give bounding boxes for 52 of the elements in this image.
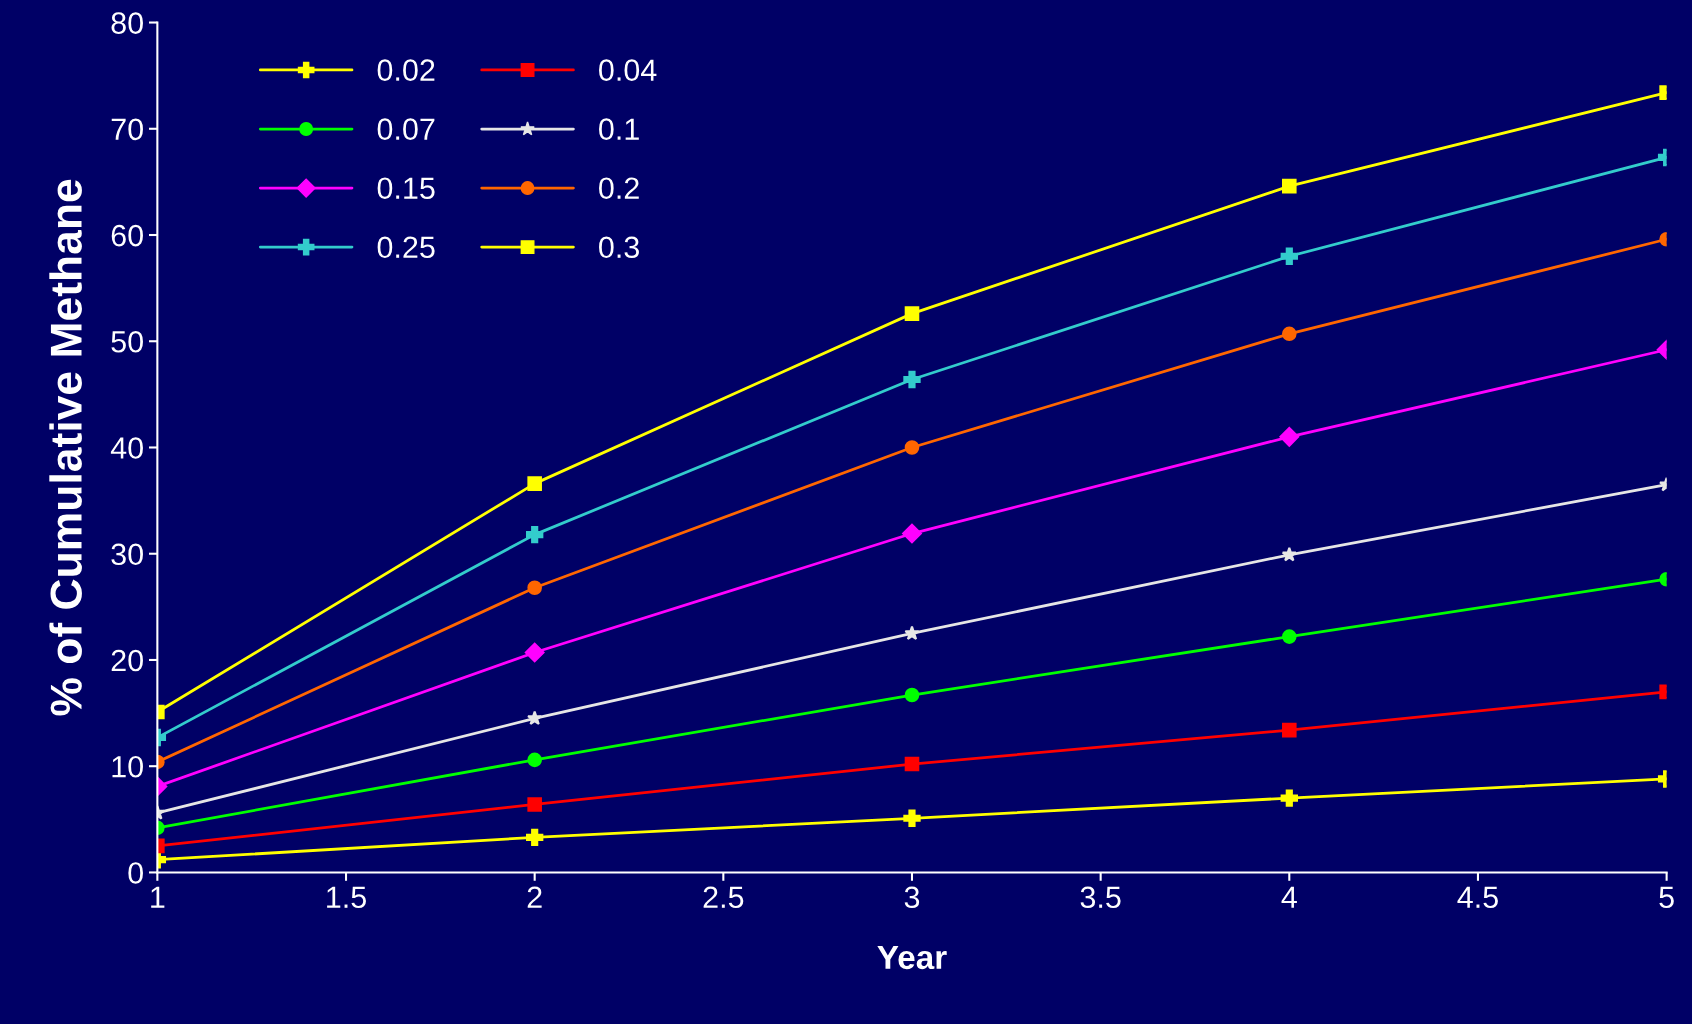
point (1279, 426, 1300, 447)
point (902, 523, 922, 544)
point (527, 476, 542, 491)
point (1280, 789, 1298, 807)
y-axis-title: % of Cumulative Methane (49, 179, 82, 716)
x-tick-label: 1.5 (327, 886, 366, 909)
point (525, 828, 544, 847)
point (525, 525, 544, 544)
y-tick-label: 60 (111, 224, 143, 247)
x-tick-label: 3 (904, 886, 920, 909)
x-tick-label: 4.5 (1457, 886, 1498, 909)
point (524, 642, 545, 663)
point (904, 306, 920, 321)
point (527, 710, 543, 726)
point (527, 797, 542, 812)
x-tick-label: 4 (1281, 886, 1297, 908)
y-tick-label: 0 (128, 862, 143, 884)
point (904, 625, 920, 641)
x-tick-label: 1 (151, 886, 165, 908)
x-tick-label: 2 (527, 886, 542, 908)
y-tick-label: 30 (111, 543, 143, 566)
y-tick-label: 10 (112, 755, 143, 778)
legend-label: 0.25 (377, 236, 435, 259)
legend-label: 0.02 (377, 59, 435, 81)
point (1282, 722, 1297, 738)
x-tick-label: 5 (1659, 886, 1674, 909)
y-tick-label: 70 (111, 118, 143, 141)
point (903, 370, 921, 389)
x-axis-title: Year (877, 945, 947, 970)
point (904, 756, 920, 772)
point (1282, 629, 1297, 644)
legend-label: 0.3 (599, 236, 639, 259)
y-tick-label: 20 (111, 649, 143, 672)
legend-label: 0.07 (377, 118, 435, 141)
point (527, 752, 542, 768)
point (904, 687, 920, 703)
y-tick-label: 50 (111, 330, 143, 353)
y-tick-label: 40 (110, 437, 143, 459)
point (1281, 546, 1297, 562)
point (903, 809, 921, 827)
point (1282, 178, 1297, 194)
y-tick-label: 80 (111, 12, 143, 34)
point (1282, 326, 1297, 342)
legend-label: 0.15 (377, 177, 435, 200)
x-tick-label: 2.5 (703, 886, 744, 909)
point (527, 580, 542, 596)
legend-label: 0.2 (599, 177, 639, 200)
x-tick-label: 3.5 (1080, 886, 1121, 909)
point (904, 440, 920, 455)
legend-label: 0.1 (599, 118, 639, 141)
point (1280, 247, 1298, 265)
legend-label: 0.04 (599, 59, 657, 81)
